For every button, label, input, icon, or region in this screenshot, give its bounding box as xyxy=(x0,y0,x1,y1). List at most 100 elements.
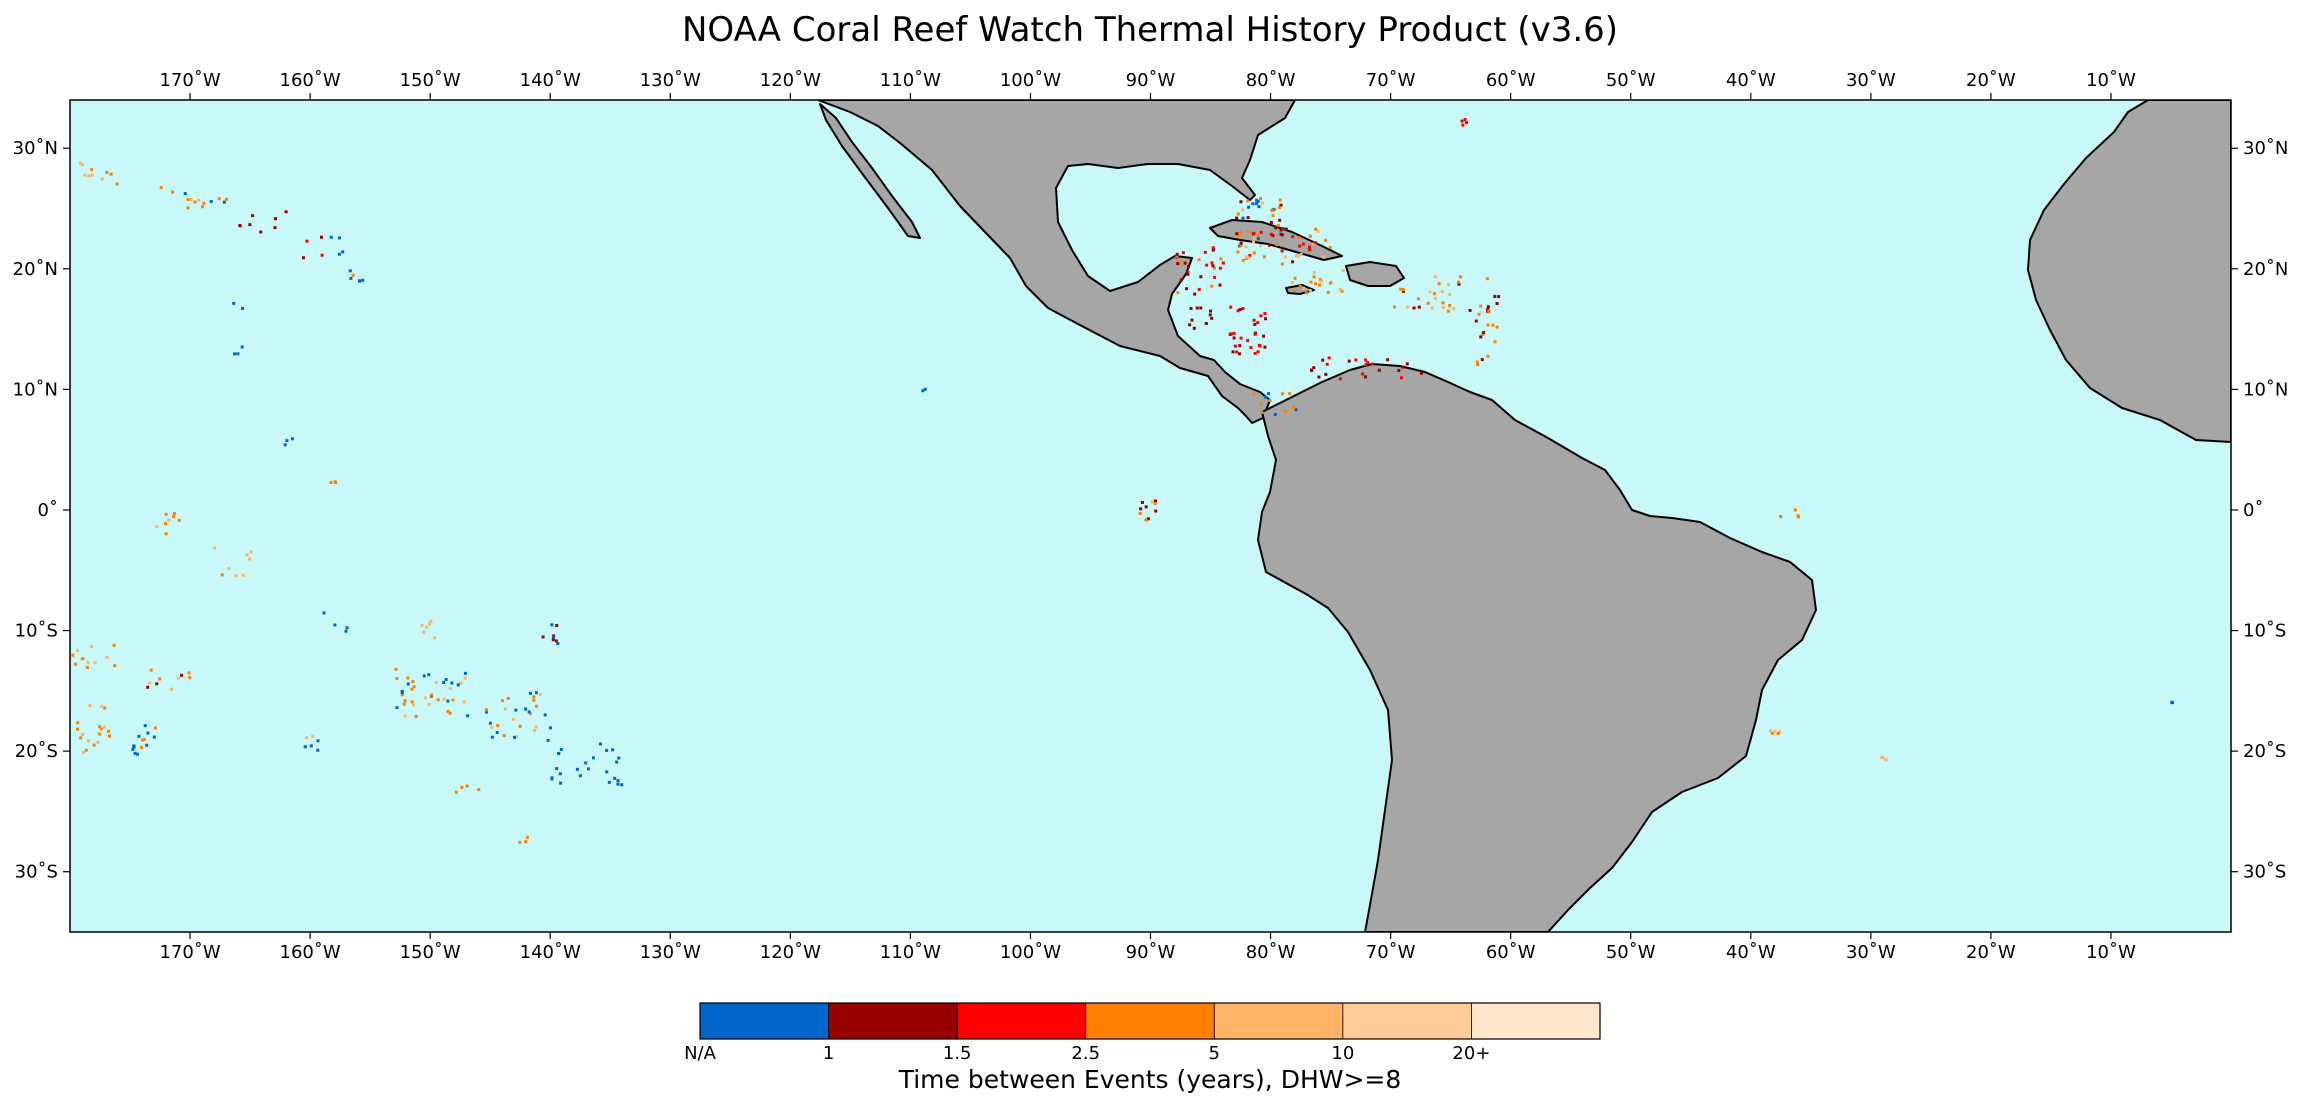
reef-pixel xyxy=(490,725,494,729)
reef-pixel xyxy=(1244,257,1248,261)
reef-pixel xyxy=(427,622,431,626)
reef-pixel xyxy=(322,611,326,615)
reef-pixel xyxy=(177,518,181,522)
reef-pixel xyxy=(1175,254,1179,258)
reef-pixel xyxy=(164,512,168,516)
lon-tick-label-bottom: 30˚W xyxy=(1846,942,1896,963)
reef-pixel xyxy=(1236,212,1240,216)
reef-pixel xyxy=(1481,332,1485,336)
reef-pixel xyxy=(1457,280,1461,284)
reef-pixel xyxy=(344,629,348,633)
reef-pixel xyxy=(88,703,92,707)
reef-pixel xyxy=(1397,369,1401,373)
reef-pixel xyxy=(460,785,464,789)
reef-pixel xyxy=(518,724,522,728)
land-south-america xyxy=(1257,363,1817,932)
reef-pixel xyxy=(459,681,463,685)
reef-pixel xyxy=(1252,231,1256,235)
reef-pixel xyxy=(1205,263,1209,267)
reef-pixel xyxy=(1401,365,1405,369)
colorbar-segment xyxy=(1213,1002,1344,1040)
reef-pixel xyxy=(1210,284,1214,288)
land-africa xyxy=(2027,100,2231,443)
reef-pixel xyxy=(1338,288,1342,292)
reef-pixel xyxy=(1278,218,1282,222)
reef-pixel xyxy=(1153,501,1157,505)
reef-pixel xyxy=(1493,294,1497,298)
reef-pixel xyxy=(1475,360,1479,364)
reef-pixel xyxy=(1328,281,1332,285)
reef-pixel xyxy=(1203,250,1207,254)
reef-pixel xyxy=(1317,375,1321,379)
reef-pixel xyxy=(1328,246,1332,250)
reef-pixel xyxy=(105,170,109,174)
reef-pixel xyxy=(1480,358,1484,362)
reef-pixel xyxy=(527,710,531,714)
reef-pixel xyxy=(1150,500,1154,504)
reef-pixel xyxy=(1416,297,1420,301)
reef-pixel xyxy=(1264,395,1268,399)
lon-tick-label-bottom: 60˚W xyxy=(1486,942,1536,963)
reef-pixel xyxy=(495,731,499,735)
reef-pixel xyxy=(429,693,433,697)
reef-pixel xyxy=(1452,307,1456,311)
reef-pixel xyxy=(137,734,141,738)
reef-pixel xyxy=(171,190,175,194)
lat-tick-label-right: 30˚N xyxy=(2243,138,2288,159)
reef-pixel xyxy=(1491,323,1495,327)
lon-tick-label-top: 150˚W xyxy=(400,70,461,91)
reef-pixel xyxy=(1213,275,1217,279)
reef-pixel xyxy=(559,747,563,751)
reef-pixel xyxy=(80,657,84,661)
lat-tick-label-left: 30˚N xyxy=(13,138,58,159)
reef-pixel xyxy=(1308,234,1312,238)
reef-pixel xyxy=(285,439,289,443)
lon-tick-label-bottom: 80˚W xyxy=(1246,942,1296,963)
reef-pixel xyxy=(1236,250,1240,254)
reef-pixel xyxy=(337,252,341,256)
reef-pixel xyxy=(1183,261,1187,265)
reef-pixel xyxy=(1273,413,1277,417)
lon-tick-label-bottom: 150˚W xyxy=(400,942,461,963)
reef-pixel xyxy=(1264,317,1268,321)
reef-pixel xyxy=(1312,366,1316,370)
reef-pixel xyxy=(1176,291,1180,295)
reef-pixel xyxy=(425,625,429,629)
reef-pixel xyxy=(152,735,156,739)
reef-pixel xyxy=(534,691,538,695)
reef-pixel xyxy=(305,239,309,243)
reef-pixel xyxy=(107,734,111,738)
reef-pixel xyxy=(217,197,221,201)
colorbar: N/A 1 1.5 2.5 5 10 20+ xyxy=(684,1002,1601,1064)
reef-pixel xyxy=(1446,309,1450,313)
reef-pixel xyxy=(451,698,455,702)
reef-pixel xyxy=(1371,362,1375,366)
reef-pixel xyxy=(591,756,595,760)
reef-pixel xyxy=(1236,309,1240,313)
reef-pixel xyxy=(496,724,500,728)
reef-pixel xyxy=(1493,340,1497,344)
reef-pixel xyxy=(557,752,561,756)
reef-pixel xyxy=(1773,729,1777,733)
reef-pixel xyxy=(403,714,407,718)
reef-pixel xyxy=(76,649,80,653)
reef-pixel xyxy=(514,708,518,712)
reef-pixel xyxy=(406,676,410,680)
reef-pixel xyxy=(155,682,159,686)
reef-pixel xyxy=(1312,275,1316,279)
reef-pixel xyxy=(1210,261,1214,265)
reef-pixel xyxy=(309,744,313,748)
reef-pixel xyxy=(1239,241,1243,245)
reef-pixel xyxy=(1241,208,1245,212)
reef-pixel xyxy=(1321,358,1325,362)
reef-pixel xyxy=(524,840,528,844)
lon-tick-label-top: 10˚W xyxy=(2086,70,2136,91)
reef-pixel xyxy=(1448,293,1452,297)
reef-pixel xyxy=(423,696,427,700)
reef-pixel xyxy=(584,761,588,765)
reef-pixel xyxy=(1341,269,1345,273)
reef-pixel xyxy=(551,635,555,639)
reef-pixel xyxy=(1320,279,1324,283)
reef-pixel xyxy=(273,217,277,221)
reef-pixel xyxy=(1485,277,1489,281)
